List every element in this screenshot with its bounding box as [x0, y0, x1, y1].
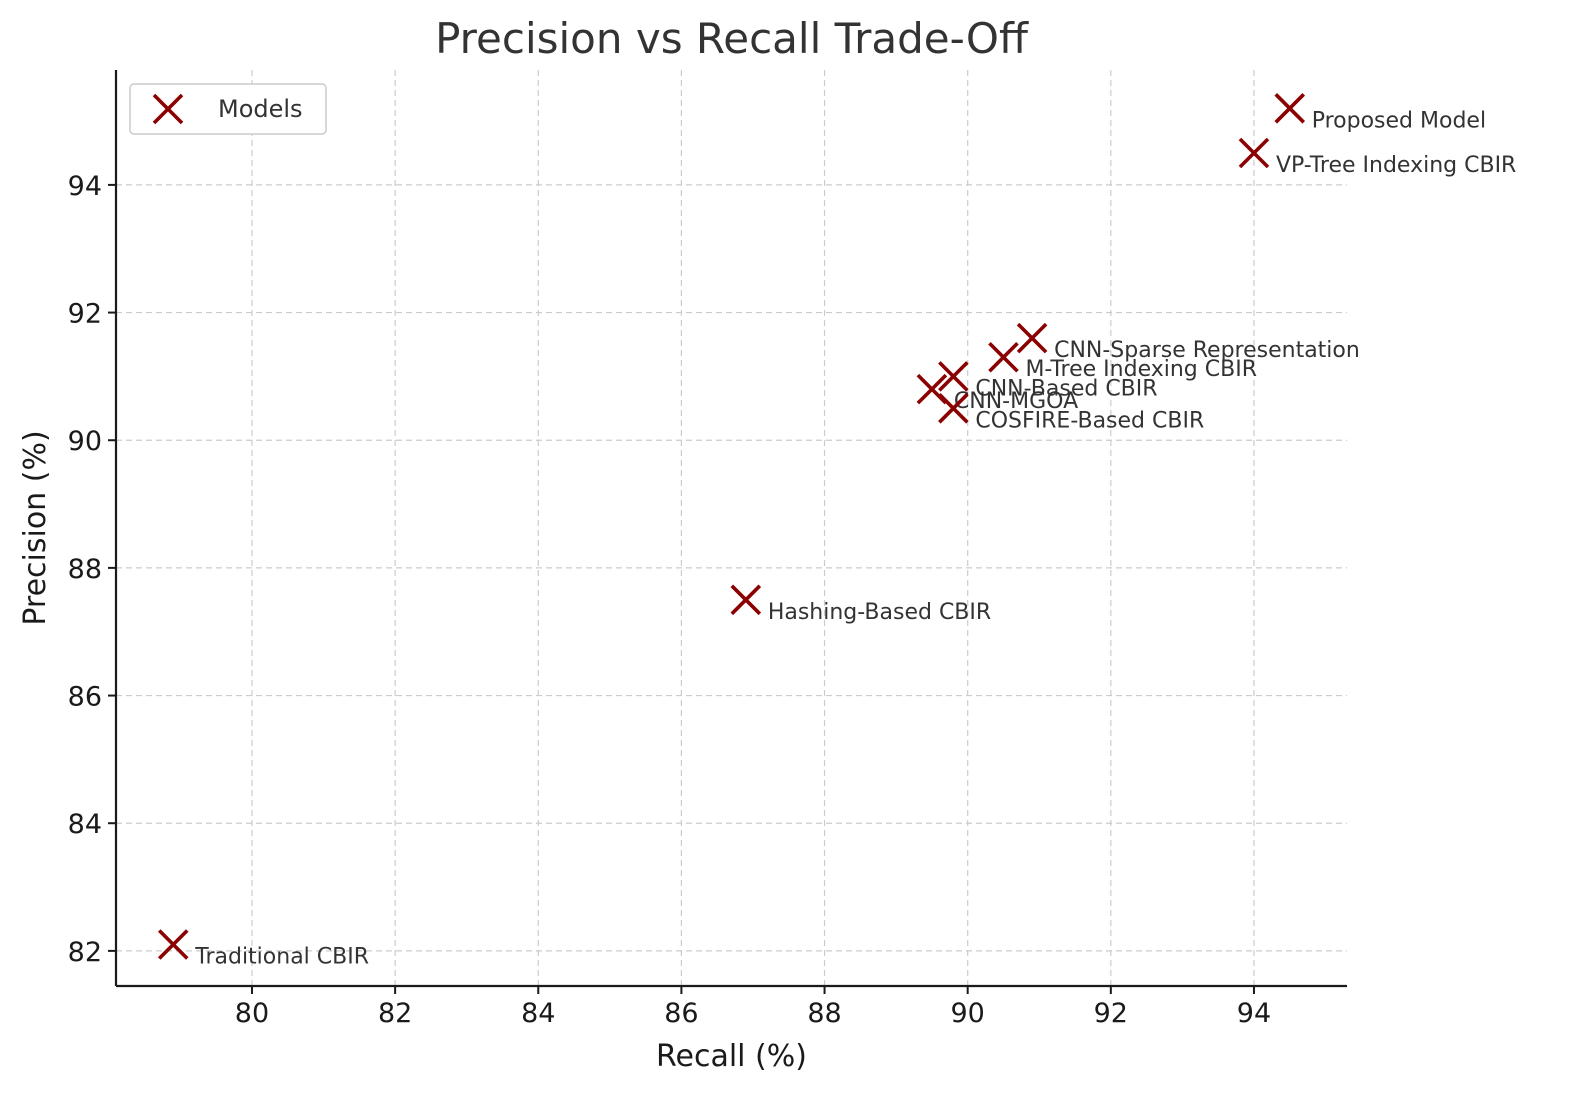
point-label-cnn-mgoa: CNN-MGOA	[954, 389, 1078, 414]
x-tick-label-84: 84	[521, 998, 555, 1029]
point-label-cosfire-based-cbir: COSFIRE-Based CBIR	[975, 408, 1204, 433]
point-marker-hashing-based-cbir	[730, 584, 762, 616]
y-tick-label-88: 88	[68, 554, 102, 585]
point-label-traditional-cbir: Traditional CBIR	[194, 945, 369, 970]
point-marker-m-tree-indexing-cbir	[988, 341, 1019, 373]
point-marker-cnn-sparse-representation	[1016, 322, 1048, 354]
x-tick-label-82: 82	[378, 998, 412, 1029]
legend-marker-x-icon	[152, 93, 184, 125]
y-tick-label-84: 84	[68, 809, 102, 840]
x-axis-label: Recall (%)	[656, 1039, 807, 1074]
y-axis-label: Precision (%)	[18, 430, 53, 625]
x-tick-label-92: 92	[1094, 998, 1128, 1029]
point-marker-traditional-cbir	[157, 929, 189, 960]
point-marker-vp-tree-indexing-cbir	[1238, 137, 1270, 169]
point-label-cnn-based-cbir: CNN-Based CBIR	[975, 376, 1157, 401]
y-tick-label-82: 82	[68, 937, 102, 968]
point-marker-cosfire-based-cbir	[938, 393, 969, 424]
x-tick-label-94: 94	[1237, 998, 1271, 1029]
x-tick-label-88: 88	[807, 998, 841, 1029]
legend-x-mark	[152, 93, 184, 125]
point-label-proposed-model: Proposed Model	[1312, 108, 1486, 133]
axis-ticks: 80 82 84 86 88 90 92 94 82 84 86 88 90 92 94	[68, 171, 1271, 1029]
point-label-m-tree-indexing-cbir: M-Tree Indexing CBIR	[1025, 357, 1257, 382]
x-tick-label-80: 80	[235, 998, 269, 1029]
point-marker-proposed-model	[1274, 93, 1306, 124]
y-tick-label-90: 90	[68, 426, 102, 457]
chart-title: Precision vs Recall Trade-Off	[435, 14, 1029, 63]
point-label-vp-tree-indexing-cbir: VP-Tree Indexing CBIR	[1276, 153, 1516, 178]
y-tick-label-92: 92	[68, 299, 102, 330]
legend-entry-models: Models	[218, 95, 303, 123]
data-points: Traditional CBIR Hashing-Based CBIR CNN-MG…	[157, 93, 1516, 970]
point-label-cnn-sparse-representation: CNN-Sparse Representation	[1054, 338, 1360, 363]
y-tick-label-94: 94	[68, 171, 102, 202]
x-tick-label-90: 90	[951, 998, 985, 1029]
point-marker-cnn-based-cbir	[938, 361, 969, 392]
point-label-hashing-based-cbir: Hashing-Based CBIR	[768, 600, 991, 625]
legend: Models	[129, 83, 327, 135]
grid-lines	[116, 70, 1347, 986]
x-tick-label-86: 86	[664, 998, 698, 1029]
y-tick-label-86: 86	[68, 682, 102, 713]
